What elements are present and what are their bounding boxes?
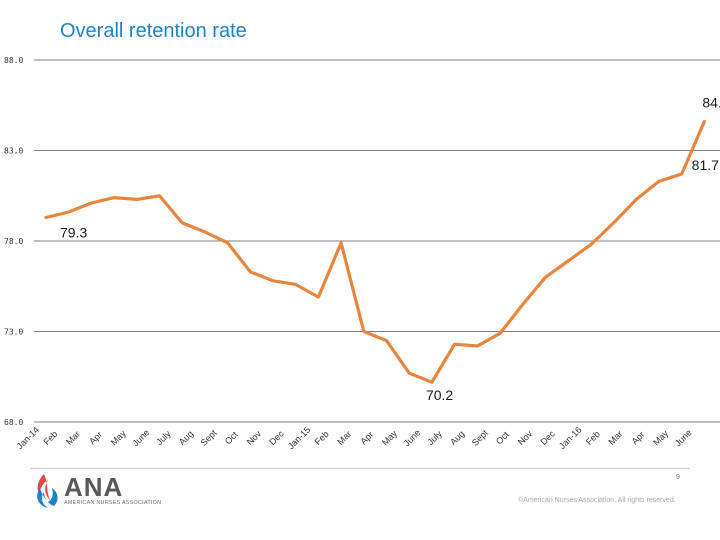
data-label: 79.3 bbox=[60, 224, 87, 240]
x-tick-label: Mar bbox=[64, 429, 82, 447]
x-tick-label: Apr bbox=[358, 429, 375, 446]
series-layer bbox=[44, 119, 707, 384]
x-tick-label: Jan-15 bbox=[286, 425, 313, 452]
x-tick-label: Jan-14 bbox=[15, 425, 42, 452]
x-tick-label: May bbox=[380, 428, 399, 447]
x-tick-label: Sept bbox=[199, 427, 220, 448]
flame-icon bbox=[37, 474, 58, 508]
x-tick-label: Dec bbox=[267, 428, 286, 447]
series-line bbox=[44, 119, 707, 384]
x-tick-label: Feb bbox=[584, 429, 602, 447]
x-axis-ticks: Jan-14 Feb Mar Apr May June July Aug Sept Oct Nov D… bbox=[15, 425, 694, 452]
x-tick-label: Feb bbox=[313, 429, 331, 447]
page-number: 9 bbox=[676, 474, 680, 481]
x-tick-label: June bbox=[402, 427, 423, 448]
ana-logo: ANA AMERICAN NURSES ASSOCIATION bbox=[32, 470, 182, 510]
y-tick-label: 68.0 bbox=[4, 418, 23, 427]
x-tick-label: May bbox=[109, 428, 128, 447]
footer-rule bbox=[30, 468, 690, 469]
data-label: 70.2 bbox=[426, 387, 453, 403]
y-tick-label: 83.0 bbox=[4, 147, 23, 156]
data-labels: 79.3 70.2 81.7 84.6 bbox=[60, 95, 720, 404]
x-tick-label: Oct bbox=[223, 429, 240, 446]
logo-subtitle: AMERICAN NURSES ASSOCIATION bbox=[64, 500, 162, 506]
y-tick-label: 88.0 bbox=[4, 56, 23, 65]
x-tick-label: June bbox=[130, 427, 151, 448]
x-tick-label: Sept bbox=[470, 427, 491, 448]
copyright-notice: ©American Nurses Association. All rights… bbox=[518, 497, 676, 504]
x-tick-label: Nov bbox=[516, 428, 535, 447]
x-tick-label: July bbox=[425, 428, 444, 447]
x-tick-label: Dec bbox=[538, 428, 557, 447]
x-tick-label: Nov bbox=[245, 428, 264, 447]
data-label: 84.6 bbox=[702, 95, 720, 111]
x-tick-label: July bbox=[154, 428, 173, 447]
y-axis-ticks: 68.0 73.0 78.0 83.0 88.0 bbox=[4, 56, 23, 427]
x-tick-label: Apr bbox=[630, 429, 647, 446]
x-tick-label: Aug bbox=[177, 429, 195, 447]
data-label: 81.7 bbox=[692, 157, 719, 173]
x-tick-label: Feb bbox=[41, 429, 59, 447]
x-tick-label: Aug bbox=[448, 429, 466, 447]
x-tick-label: June bbox=[673, 427, 694, 448]
x-tick-label: Mar bbox=[606, 429, 624, 447]
chart-title: Overall retention rate bbox=[60, 20, 247, 42]
x-tick-label: Jan-16 bbox=[557, 425, 584, 452]
y-tick-label: 78.0 bbox=[4, 237, 23, 246]
gridlines bbox=[34, 59, 720, 423]
x-tick-label: Apr bbox=[87, 429, 104, 446]
logo-wordmark: ANA bbox=[64, 472, 124, 502]
y-tick-label: 73.0 bbox=[4, 328, 23, 337]
x-tick-label: Mar bbox=[335, 429, 353, 447]
x-tick-label: May bbox=[651, 428, 670, 447]
x-tick-label: Oct bbox=[494, 429, 511, 446]
